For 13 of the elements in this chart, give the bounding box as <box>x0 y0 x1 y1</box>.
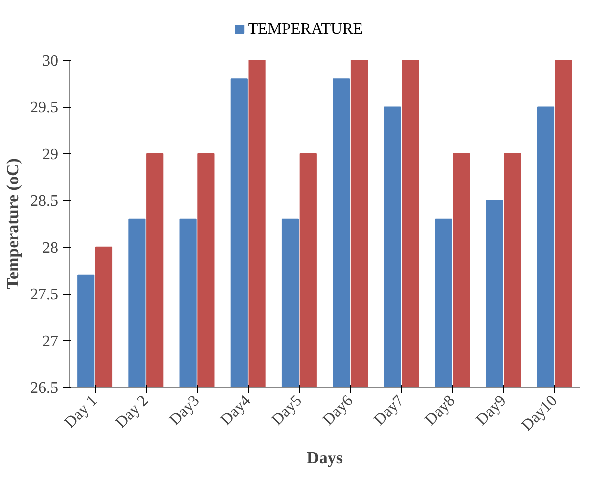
y-tick-label: 28 <box>42 240 58 257</box>
y-tick-label: 27.5 <box>30 286 58 304</box>
y-tick-label: 28.5 <box>30 193 58 210</box>
y-axis-title: Temperature (oC) <box>4 158 22 290</box>
legend-label: TEMPERATURE <box>248 21 364 38</box>
y-tick-label: 29.5 <box>30 100 58 117</box>
x-tick-label: Day 2 <box>112 392 152 432</box>
y-tick-label: 26.5 <box>30 380 58 397</box>
x-axis-title: Days <box>307 448 344 468</box>
y-tick-label: 29 <box>42 146 58 164</box>
y-tick-label: 27 <box>42 333 58 350</box>
y-tick-label: 30 <box>42 53 58 70</box>
x-tick-label: Day 1 <box>62 392 102 432</box>
